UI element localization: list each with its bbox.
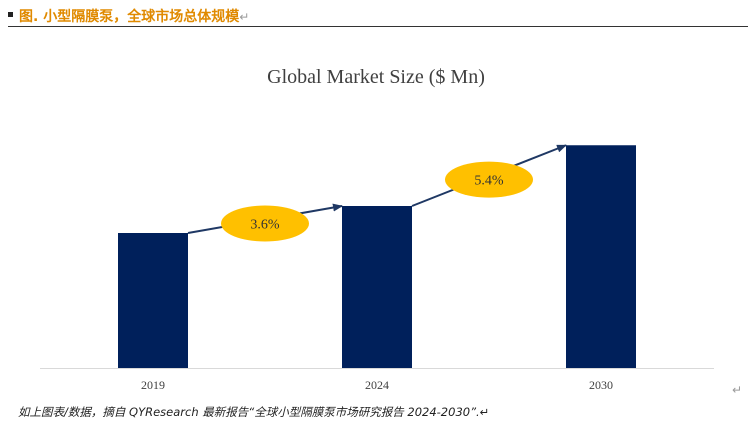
bullet-icon: [8, 12, 13, 17]
growth-rate-label-2: 5.4%: [474, 174, 504, 189]
figure-header: 图. 小型隔膜泵，全球市场总体规模↵: [8, 4, 748, 27]
x-tick-label-2024: 2024: [365, 378, 389, 392]
bar-2019: [118, 233, 188, 368]
x-tick-label-2030: 2030: [589, 378, 613, 392]
chart-title: Global Market Size ($ Mn): [267, 66, 485, 88]
figure-title-text: 图. 小型隔膜泵，全球市场总体规模: [19, 9, 240, 25]
bars-layer: [118, 145, 636, 368]
growth-annotations: 3.6% 5.4%: [187, 144, 567, 242]
x-tick-labels: 2019 2024 2030: [141, 378, 613, 392]
growth-badge-2: [445, 161, 533, 198]
growth-badge-1: [221, 205, 309, 242]
bar-2030: [566, 145, 636, 368]
paragraph-mark-icon: ↵: [239, 10, 250, 24]
growth-rate-label-1: 3.6%: [250, 218, 280, 233]
x-tick-label-2019: 2019: [141, 378, 165, 392]
figure-title: 图. 小型隔膜泵，全球市场总体规模↵: [19, 6, 249, 26]
paragraph-mark-icon: ↵: [732, 383, 743, 397]
bar-2024: [342, 206, 412, 368]
source-note: 如上图表/数据，摘自 QYResearch 最新报告“全球小型隔膜泵市场研究报告…: [18, 405, 490, 419]
